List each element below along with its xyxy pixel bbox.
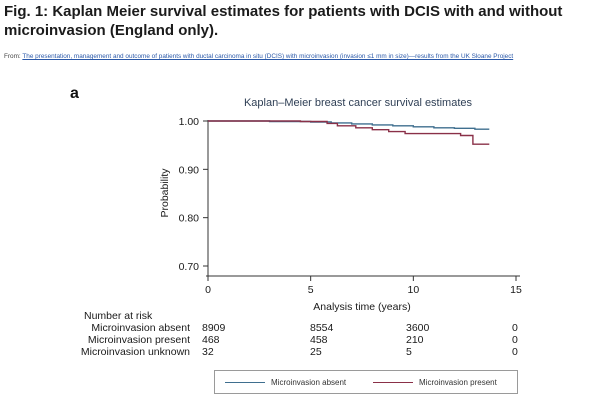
legend-item-absent: Microinvasion absent xyxy=(225,371,346,393)
risk-row-label-2: Microinvasion unknown xyxy=(80,346,190,358)
risk-cell-2-0: 32 xyxy=(202,346,214,358)
legend-label-absent: Microinvasion absent xyxy=(271,377,347,387)
source-link[interactable]: The presentation, management and outcome… xyxy=(22,53,514,60)
panel-label: a xyxy=(70,85,79,102)
risk-cell-1-0: 468 xyxy=(202,334,220,346)
risk-cell-2-3: 0 xyxy=(512,346,518,358)
y-tick-label-2: 0.90 xyxy=(179,164,200,176)
y-tick-label-3: 1.00 xyxy=(179,116,200,128)
x-tick-label-0: 0 xyxy=(205,284,211,296)
x-axis-label: Analysis time (years) xyxy=(313,301,410,313)
figure-title: Fig. 1: Kaplan Meier survival estimates … xyxy=(4,3,563,39)
y-axis-label: Probability xyxy=(159,168,171,218)
source-prefix: From: xyxy=(4,53,21,60)
x-tick-label-3: 15 xyxy=(510,284,522,296)
legend-label-present: Microinvasion present xyxy=(419,377,497,387)
chart-title: Kaplan–Meier breast cancer survival esti… xyxy=(244,97,473,109)
x-tick-label-2: 10 xyxy=(407,284,419,296)
risk-cell-1-3: 0 xyxy=(512,334,518,346)
risk-table-header: Number at risk xyxy=(84,310,153,322)
risk-cell-1-1: 458 xyxy=(310,334,328,346)
risk-row-label-1: Microinvasion present xyxy=(87,334,190,346)
y-tick-label-1: 0.80 xyxy=(179,213,200,225)
risk-cell-0-2: 3600 xyxy=(406,322,430,334)
risk-cell-1-2: 210 xyxy=(406,334,424,346)
chart-legend: Microinvasion absent Microinvasion prese… xyxy=(214,370,518,394)
y-tick-label-0: 0.70 xyxy=(179,261,200,273)
figure-source: From: The presentation, management and o… xyxy=(4,52,600,61)
legend-swatch-absent xyxy=(225,381,265,383)
legend-swatch-present xyxy=(373,381,413,383)
x-tick-label-1: 5 xyxy=(308,284,314,296)
series-line-0 xyxy=(208,120,490,130)
risk-cell-0-1: 8554 xyxy=(310,322,334,334)
risk-row-label-0: Microinvasion absent xyxy=(91,322,190,334)
risk-cell-2-2: 5 xyxy=(406,346,412,358)
risk-cell-0-0: 8909 xyxy=(202,322,226,334)
series-line-1 xyxy=(208,120,490,145)
legend-item-present: Microinvasion present xyxy=(373,371,497,393)
risk-cell-2-1: 25 xyxy=(310,346,322,358)
risk-cell-0-3: 0 xyxy=(512,322,518,334)
